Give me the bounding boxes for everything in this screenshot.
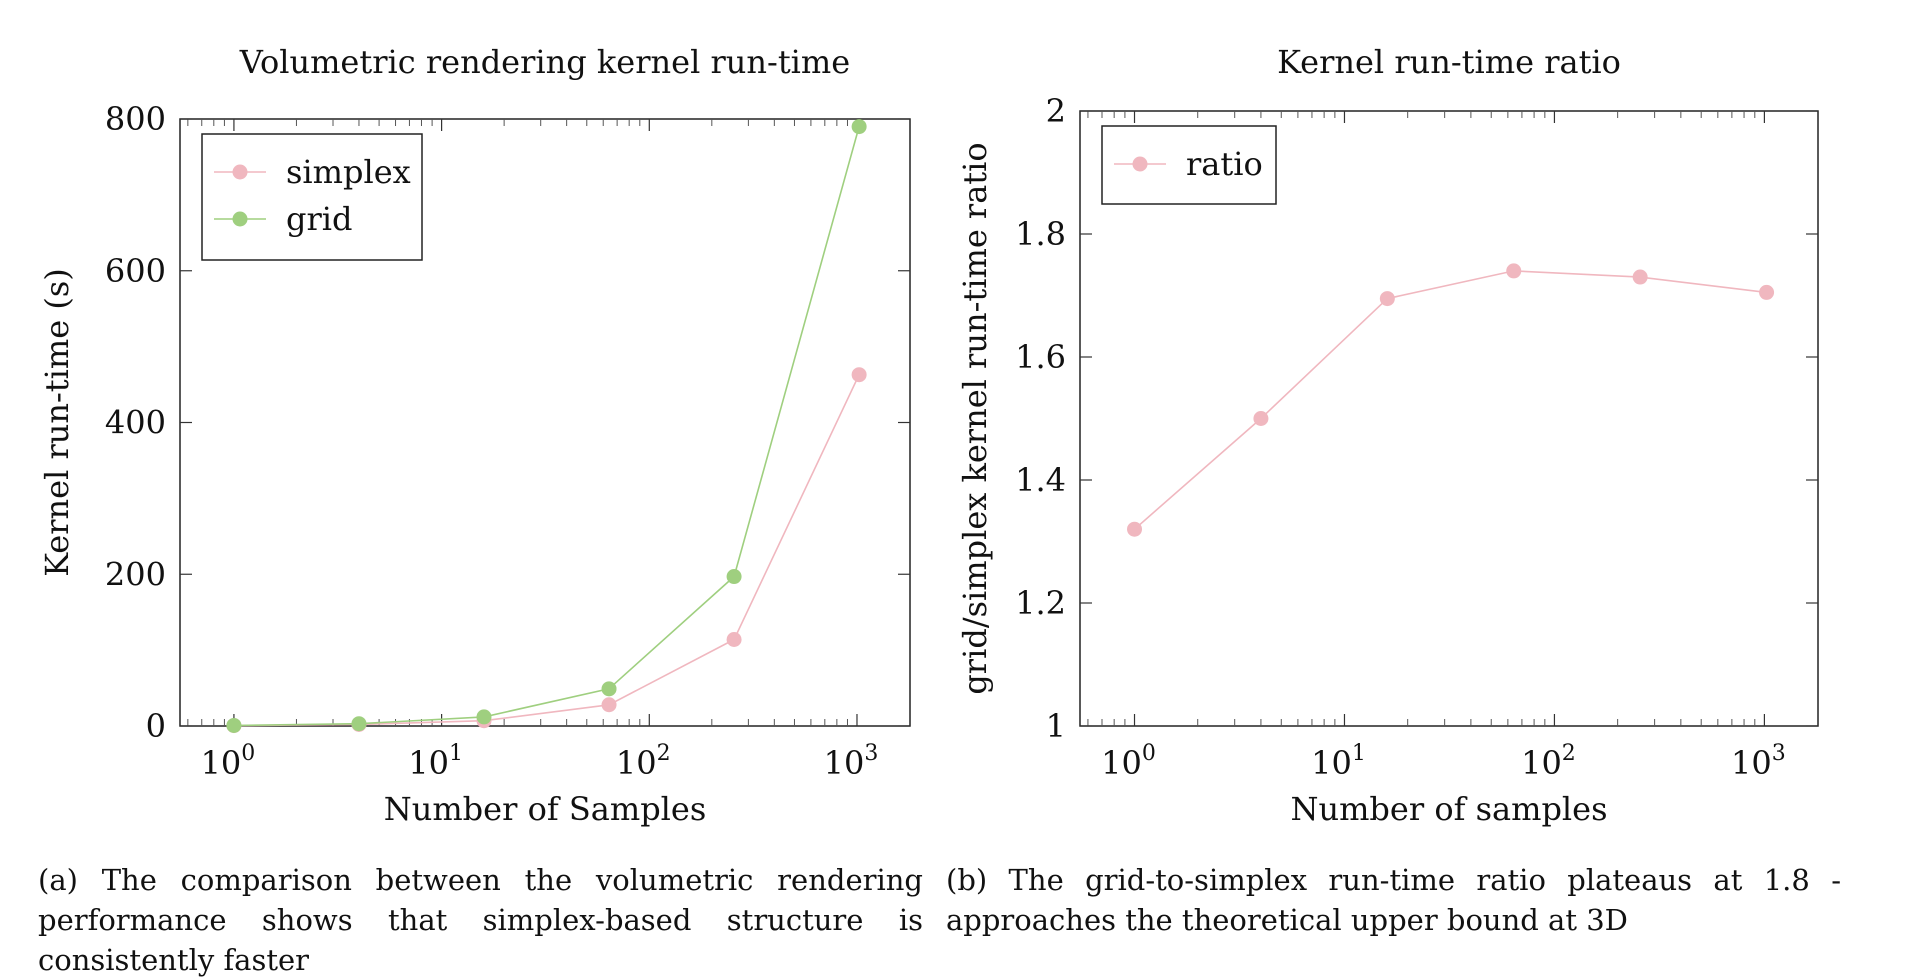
- chart-b: 100 101 102 103 1 1.2 1.4 1.6 1.8 2 Kernel run-tim…: [956, 43, 1819, 828]
- x-tick-label: 103: [824, 741, 879, 782]
- x-tick-label: 101: [408, 741, 463, 782]
- y-tick-label: 1.4: [1015, 461, 1066, 499]
- data-point-ratio: [1632, 269, 1648, 285]
- x-tick-label: 103: [1731, 741, 1786, 782]
- chart-a: 100 101 102 103 0 200 400 600 800 Volumetric rend…: [38, 43, 911, 828]
- data-point-grid: [476, 709, 492, 725]
- y-tick-label: 400: [105, 404, 166, 442]
- caption-a: (a) The comparison between the volumetri…: [38, 863, 923, 977]
- chart-title: Volumetric rendering kernel run-time: [239, 43, 850, 81]
- figure-canvas: 100 101 102 103 0 200 400 600 800 Volumetric rend…: [38, 43, 1819, 828]
- x-axis-label: Number of Samples: [384, 790, 707, 828]
- chart-title: Kernel run-time ratio: [1277, 43, 1621, 81]
- x-tick-label: 102: [616, 741, 671, 782]
- series-line-ratio: [1133, 270, 1767, 530]
- legend-box: [1101, 125, 1277, 205]
- legend-label-ratio: ratio: [1186, 145, 1263, 183]
- data-point-grid: [226, 717, 242, 733]
- data-point-grid: [351, 716, 367, 732]
- y-tick-label: 0: [146, 707, 166, 745]
- data-point-grid: [851, 119, 867, 135]
- y-tick-label: 1.2: [1015, 584, 1066, 622]
- y-tick-label: 600: [105, 252, 166, 290]
- legend-swatch-marker: [1132, 156, 1148, 172]
- x-axis-label: Number of samples: [1290, 790, 1607, 828]
- y-tick-label: 1.6: [1015, 338, 1066, 376]
- caption-b: (b) The grid-to-simplex run-time ratio p…: [946, 863, 1841, 937]
- y-tick-label: 200: [105, 555, 166, 593]
- x-tick-label: 100: [1101, 741, 1156, 782]
- data-point-simplex: [726, 632, 742, 648]
- data-point-grid: [726, 569, 742, 585]
- data-point-ratio: [1379, 291, 1395, 307]
- y-tick-label: 1: [1046, 707, 1066, 745]
- y-tick-label: 2: [1046, 92, 1066, 130]
- series-line-simplex: [233, 374, 860, 727]
- data-point-simplex: [851, 367, 867, 383]
- y-tick-label: 1.8: [1015, 215, 1066, 253]
- y-axis-label: grid/simplex kernel run-time ratio: [956, 142, 994, 694]
- legend-box: [201, 133, 423, 261]
- y-tick-label: 800: [105, 100, 166, 138]
- data-point-simplex: [601, 697, 617, 713]
- series-line-grid: [233, 126, 860, 727]
- x-tick-label: 102: [1521, 741, 1576, 782]
- legend-label-grid: grid: [286, 200, 353, 238]
- x-tick-label: 100: [201, 741, 256, 782]
- x-tick-label: 101: [1311, 741, 1366, 782]
- data-point-ratio: [1506, 263, 1522, 279]
- plot-frame: [1079, 110, 1819, 727]
- data-point-grid: [601, 681, 617, 697]
- y-axis-label: Kernel run-time (s): [38, 268, 76, 577]
- data-point-ratio: [1127, 521, 1143, 537]
- legend-swatch-marker: [232, 211, 248, 227]
- legend-label-simplex: simplex: [286, 153, 411, 191]
- data-point-ratio: [1253, 411, 1269, 426]
- legend-swatch-marker: [232, 164, 248, 180]
- data-point-ratio: [1759, 284, 1775, 300]
